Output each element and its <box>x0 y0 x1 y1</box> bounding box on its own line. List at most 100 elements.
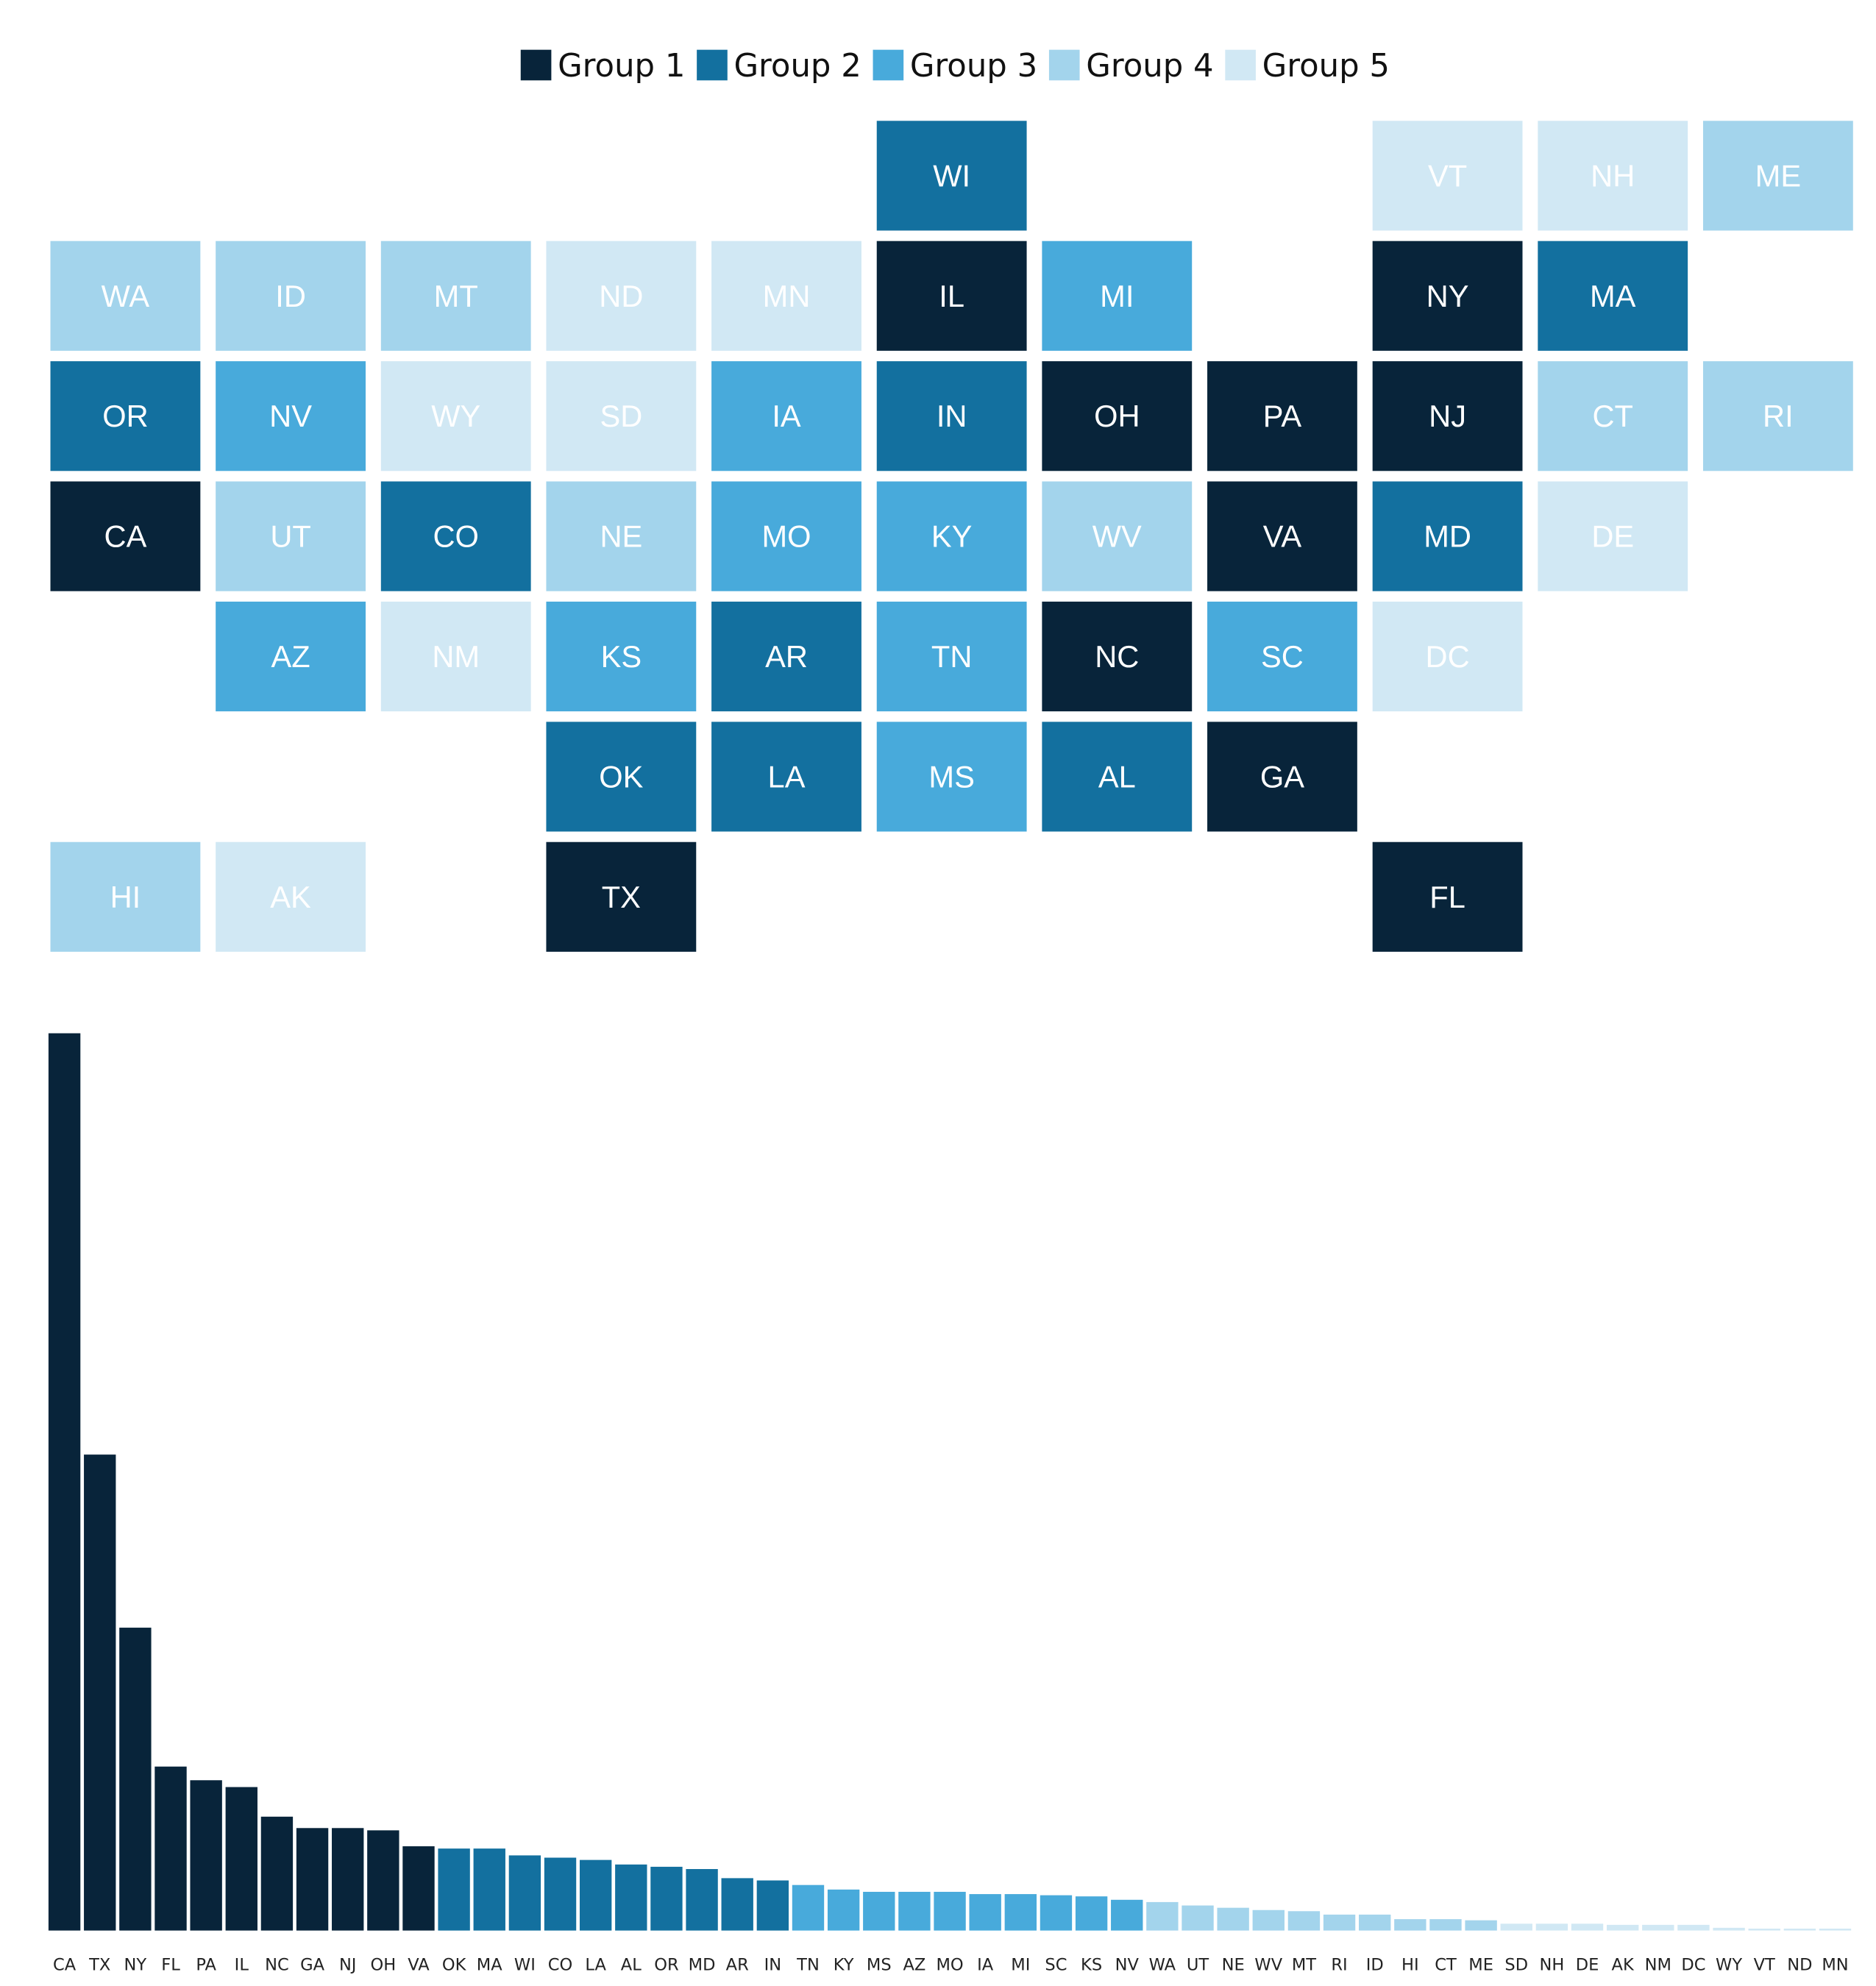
state-tile-me <box>1702 121 1853 231</box>
state-tile-md <box>1372 481 1523 591</box>
bar-mt <box>1287 1911 1321 1931</box>
bar-al <box>615 1864 647 1931</box>
x-axis-tick-labels: CA TX NY FL PA IL NC GA NJ OH VA OK MA WI CO LA AL OR MD AR… <box>53 1955 1849 1974</box>
state-tile-nh <box>1538 121 1688 231</box>
x-tick-label-pa: PA <box>196 1955 216 1974</box>
x-tick-label-nc: NC <box>265 1955 289 1974</box>
state-tile-label-mi: MI <box>1100 279 1134 313</box>
x-tick-label-nd: ND <box>1787 1955 1812 1974</box>
state-tile-nv <box>216 361 366 471</box>
bar-pa <box>190 1780 222 1931</box>
x-tick-label-mt: MT <box>1292 1955 1316 1974</box>
state-tile-label-oh: OH <box>1094 399 1140 433</box>
x-tick-label-wy: WY <box>1716 1955 1742 1974</box>
bar-ia <box>969 1894 1001 1931</box>
x-tick-label-sc: SC <box>1045 1955 1067 1974</box>
state-tile-id <box>216 241 366 351</box>
x-tick-label-ar: AR <box>726 1955 749 1974</box>
x-tick-label-ok: OK <box>442 1955 467 1974</box>
state-tile-label-wa: WA <box>102 279 150 313</box>
state-tile-label-sd: SD <box>600 399 642 433</box>
bar-nj <box>332 1828 364 1931</box>
state-tile-label-ak: AK <box>270 880 311 914</box>
x-tick-label-ct: CT <box>1435 1955 1457 1974</box>
x-tick-label-va: VA <box>408 1955 430 1974</box>
x-tick-label-me: ME <box>1468 1955 1493 1974</box>
bar-dc <box>1677 1924 1710 1931</box>
state-tile-ak <box>216 841 366 952</box>
state-tile-label-il: IL <box>939 279 964 313</box>
state-tile-label-mo: MO <box>761 519 811 554</box>
legend-label-2: Group 2 <box>733 48 861 85</box>
state-tile-label-dc: DC <box>1426 639 1470 674</box>
state-tile-label-in: IN <box>937 399 967 433</box>
x-tick-label-dc: DC <box>1681 1955 1705 1974</box>
state-tile-label-nh: NH <box>1591 158 1635 193</box>
state-tile-label-ut: UT <box>270 519 311 554</box>
state-tile-label-al: AL <box>1098 759 1136 794</box>
x-tick-label-nm: NM <box>1645 1955 1671 1974</box>
state-tile-label-wi: WI <box>933 158 970 193</box>
x-tick-label-tx: TX <box>88 1955 110 1974</box>
x-tick-label-az: AZ <box>903 1955 925 1974</box>
state-tile-label-nj: NJ <box>1429 399 1466 433</box>
bar-ca <box>48 1033 81 1931</box>
bar-ut <box>1182 1905 1214 1931</box>
x-tick-label-mn: MN <box>1822 1955 1848 1974</box>
x-tick-label-ks: KS <box>1081 1955 1102 1974</box>
state-tile-la <box>711 722 861 832</box>
state-tile-il <box>876 241 1027 351</box>
x-tick-label-nv: NV <box>1115 1955 1140 1974</box>
x-tick-label-wv: WV <box>1254 1955 1282 1974</box>
state-tile-label-tx: TX <box>602 880 641 914</box>
legend: Group 1 Group 2 Group 3 Group 4 Group 5 <box>520 48 1390 85</box>
legend-label-1: Group 1 <box>558 48 685 85</box>
bar-wi <box>508 1855 541 1931</box>
state-tile-label-ky: KY <box>931 519 973 554</box>
state-tile-label-ia: IA <box>772 399 801 433</box>
state-tile-va <box>1207 481 1357 591</box>
state-tile-wi <box>876 121 1027 231</box>
bar-nh <box>1535 1923 1568 1931</box>
state-tile-label-ms: MS <box>928 759 974 794</box>
state-tile-in <box>876 361 1027 471</box>
legend-swatch-5 <box>1225 49 1256 81</box>
bar-mi <box>1004 1894 1037 1931</box>
bar-il <box>225 1787 257 1931</box>
legend-swatch-3 <box>873 49 904 81</box>
x-tick-label-in: IN <box>764 1955 782 1974</box>
x-tick-label-md: MD <box>689 1955 716 1974</box>
state-tile-label-ny: NY <box>1426 279 1469 313</box>
x-tick-label-al: AL <box>621 1955 642 1974</box>
state-tile-ct <box>1538 361 1688 471</box>
state-tile-wv <box>1042 481 1193 591</box>
x-tick-label-ut: UT <box>1187 1955 1209 1974</box>
state-tile-ok <box>546 722 697 832</box>
x-tick-label-id: ID <box>1366 1955 1384 1974</box>
x-tick-label-ms: MS <box>867 1955 892 1974</box>
state-tile-label-ar: AR <box>765 639 808 674</box>
legend-swatch-2 <box>697 49 728 81</box>
x-tick-label-ma: MA <box>477 1955 502 1974</box>
x-tick-label-ak: AK <box>1612 1955 1635 1974</box>
state-tile-label-pa: PA <box>1263 399 1302 433</box>
bar-nm <box>1642 1924 1674 1931</box>
bar-ar <box>721 1878 753 1931</box>
bar-ks <box>1075 1896 1108 1931</box>
state-tile-nd <box>546 241 697 351</box>
state-tile-sd <box>546 361 697 471</box>
bar-ny <box>119 1627 152 1931</box>
x-tick-label-mi: MI <box>1011 1955 1030 1974</box>
x-tick-label-co: CO <box>548 1955 573 1974</box>
bar-oh <box>367 1830 399 1931</box>
bar-ga <box>296 1828 329 1931</box>
bar-in <box>756 1880 789 1931</box>
bar-ma <box>473 1848 505 1931</box>
state-tile-label-ga: GA <box>1260 759 1304 794</box>
state-tile-ks <box>546 601 697 712</box>
state-tile-label-me: ME <box>1755 158 1801 193</box>
state-tile-label-or: OR <box>102 399 148 433</box>
state-tile-label-wy: WY <box>431 399 480 433</box>
x-tick-label-ny: NY <box>124 1955 147 1974</box>
